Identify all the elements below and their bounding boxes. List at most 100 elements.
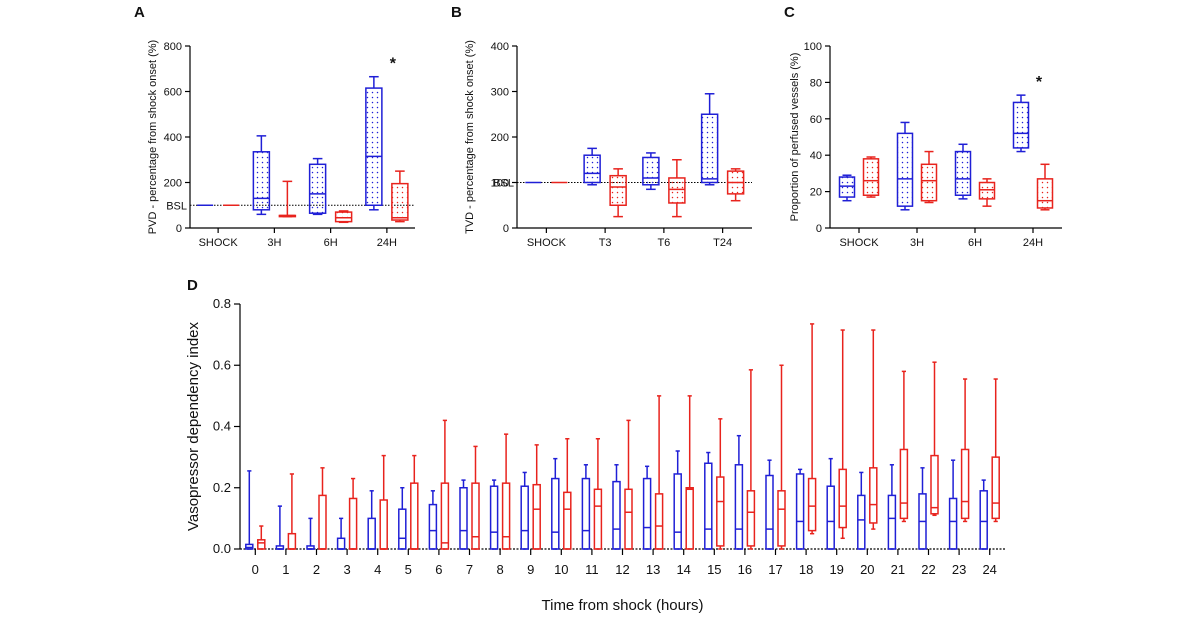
pd-series-1-box [918, 467, 927, 550]
pc-series-2-box [978, 178, 996, 207]
pd-x-tick-label: 24 [982, 562, 996, 577]
box-body [410, 482, 419, 550]
pd-series-1-box [367, 490, 376, 550]
pb-y-tick-label: 400 [491, 41, 509, 53]
pc-y-tick-label: 100 [804, 41, 822, 53]
box-body [520, 485, 529, 550]
pd-series-2-box [899, 370, 909, 523]
box-body [440, 482, 450, 550]
box-body [609, 174, 627, 207]
pd-series-1-box [826, 457, 835, 550]
pa-series-1-box [365, 75, 383, 211]
box-body [398, 508, 407, 550]
pb-series-1-box [642, 152, 660, 191]
pa-x-tick-label: 6H [324, 237, 338, 249]
pd-x-tick-label: 10 [554, 562, 568, 577]
box-body [257, 539, 266, 550]
pd-series-2-box [471, 445, 480, 550]
box-body [930, 454, 939, 515]
panel-b: B BSL 0 100 200 300 400 SHOCK T3 T6 T24 TVD - perc… [451, 4, 752, 249]
pd-series-1-box [642, 465, 652, 550]
pb-y-tick-label: 300 [491, 87, 509, 99]
pd-series-2-box [685, 395, 694, 550]
pd-y-tick-label: 0.2 [213, 480, 231, 495]
box-body [700, 113, 719, 184]
pd-series-2-box [930, 361, 939, 517]
pc-x-tick-label: 6H [968, 237, 982, 249]
pb-x-tick-label: T24 [713, 237, 732, 249]
pa-y-tick-label: 200 [164, 178, 182, 190]
pd-series-2-box [654, 395, 664, 550]
pd-series-2-box [563, 438, 572, 550]
pc-series-1-box [896, 121, 914, 211]
pa-y-tick-label: 800 [164, 41, 182, 53]
pa-x-tick-label: 24H [377, 237, 397, 249]
pd-y-tick-label: 0.4 [213, 419, 231, 434]
pd-x-tick-label: 8 [496, 562, 503, 577]
box-body [428, 503, 438, 550]
box-body [563, 491, 572, 550]
box-body [862, 158, 880, 196]
pd-y-tick-label: 0.6 [213, 357, 231, 372]
pd-series-1-box [489, 479, 499, 550]
pc-series-1-box [838, 174, 856, 202]
pc-y-tick-label: 20 [810, 187, 822, 199]
pd-x-tick-label: 5 [405, 562, 412, 577]
pd-x-tick-label: 18 [799, 562, 813, 577]
pb-series-2-box [668, 159, 686, 218]
pd-x-tick-label: 17 [768, 562, 782, 577]
pd-series-2-box [348, 477, 358, 550]
pb-series-1-box [583, 147, 601, 186]
box-body [532, 483, 541, 550]
pd-x-tick-label: 22 [921, 562, 935, 577]
pd-x-tick-label: 23 [952, 562, 966, 577]
pd-series-2-box [257, 525, 266, 550]
box-body [334, 211, 353, 223]
panel-c: C 0 20 40 60 80 100 SHOCK 3H 6H 24H Proportion of … [784, 4, 1062, 249]
pa-y-tick-label: 600 [164, 87, 182, 99]
pd-x-tick-label: 13 [646, 562, 660, 577]
pc-series-2-box [920, 150, 938, 204]
pa-baseline-label: BSL [166, 200, 187, 212]
pd-series-2-box [746, 369, 756, 550]
box-body [318, 494, 327, 550]
pa-series-2-box [334, 210, 353, 224]
box-body [1036, 178, 1054, 209]
box-body [642, 477, 652, 550]
pd-x-tick-label: 20 [860, 562, 874, 577]
pb-y-tick-label: 100 [491, 178, 509, 190]
pd-series-1-box [245, 470, 254, 550]
pd-series-1-box [306, 517, 315, 550]
box-body [948, 497, 958, 550]
pd-y-tick-label: 0.0 [213, 541, 231, 556]
pc-y-tick-label: 0 [816, 223, 822, 235]
panel-letter-a: A [134, 4, 145, 21]
pb-x-tick-label: T6 [657, 237, 670, 249]
pd-series-1-box [765, 459, 774, 550]
pb-series-1-box [700, 93, 719, 186]
pa-series-2-box [278, 180, 297, 218]
pa-y-tick-label: 400 [164, 132, 182, 144]
pc-y-tick-label: 80 [810, 77, 822, 89]
pd-series-2-box [777, 364, 786, 550]
box-body [704, 462, 713, 550]
panel-letter-b: B [451, 4, 462, 21]
pd-x-tick-label: 6 [435, 562, 442, 577]
box-body [746, 490, 756, 547]
pd-series-2-box [501, 433, 511, 550]
pa-series-2-box [391, 170, 409, 223]
box-body [838, 176, 856, 198]
pd-x-tick-label: 7 [466, 562, 473, 577]
pd-series-2-box [410, 454, 419, 550]
pd-x-tick-label: 21 [891, 562, 905, 577]
pd-series-2-box [593, 438, 603, 550]
box-body [612, 480, 621, 550]
pd-series-1-box [336, 517, 346, 550]
pd-series-1-box [979, 479, 988, 550]
pd-series-1-box [551, 457, 560, 550]
pa-x-tick-label: SHOCK [199, 237, 239, 249]
panel-d: D 0.00.20.40.60.80 1 2 3 4 5 6 7 8 9 10 11 12 13 14 15 1… [185, 277, 1005, 614]
box-body [869, 467, 878, 524]
pd-x-tick-label: 19 [829, 562, 843, 577]
